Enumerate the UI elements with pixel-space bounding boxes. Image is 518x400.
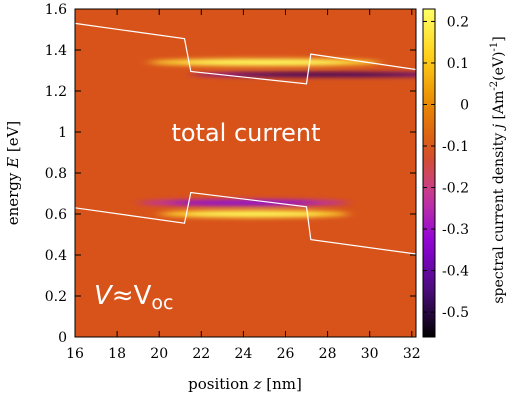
colorbar-title-var: j <box>491 123 507 131</box>
colorbar <box>422 8 436 338</box>
y-tick-label: 0 <box>58 330 67 346</box>
y-tick-label: 0.8 <box>45 166 67 182</box>
colorbar-title-unit: [Am <box>491 91 507 124</box>
colorbar-title-prefix: spectral current density <box>491 128 507 303</box>
voltage-subscript: oc <box>151 292 173 314</box>
x-axis-title-prefix: position <box>188 375 253 393</box>
y-tick-label: 1.2 <box>45 84 67 100</box>
voltage-label: V≈Voc <box>94 281 173 314</box>
colorbar-title: spectral current density j [Am-2(eV)-1] <box>489 36 507 303</box>
x-tick-label: 26 <box>277 346 295 362</box>
y-axis-title-prefix: energy <box>4 168 22 225</box>
x-tick-label: 32 <box>403 346 421 362</box>
current-feature-core-valence-positive <box>187 211 321 217</box>
colorbar-tick-label: -0.5 <box>442 305 469 321</box>
y-axis-title: energy E [eV] <box>4 121 22 226</box>
valence-band-edge <box>75 191 416 255</box>
y-tick-label: 0.4 <box>45 248 67 264</box>
x-tick-label: 28 <box>319 346 337 362</box>
x-tick-label: 20 <box>150 346 168 362</box>
y-tick-label: 1.6 <box>45 2 67 18</box>
colorbar-title-sup1: -2 <box>489 81 500 91</box>
current-feature-core-valence-negative <box>169 200 318 205</box>
x-tick-label: 22 <box>192 346 210 362</box>
band-edges <box>75 22 416 255</box>
y-tick-label: 1 <box>58 125 67 141</box>
y-axis: 0 0.2 0.4 0.6 0.8 1 1.2 1.4 1.6 <box>45 2 416 346</box>
current-feature-core-conduction-positive <box>183 60 346 65</box>
colorbar-tick-label: 0.2 <box>447 14 469 30</box>
colorbar-tick-label: -0.1 <box>442 139 469 155</box>
colorbar-axis: 0.2 0.1 0 -0.1 -0.2 -0.3 -0.4 -0.5 <box>423 14 469 321</box>
y-axis-title-suffix: [eV] <box>4 121 22 157</box>
y-tick-label: 0.2 <box>45 289 67 305</box>
colorbar-title-end: ] <box>491 36 507 41</box>
x-axis-title-var: z <box>253 375 262 393</box>
x-axis-title: position z [nm] <box>188 375 302 393</box>
x-tick-label: 24 <box>234 346 252 362</box>
voltage-symbol: V <box>94 281 114 311</box>
x-axis: 16 18 20 22 24 26 28 30 32 <box>66 9 421 362</box>
x-tick-label: 18 <box>108 346 126 362</box>
x-tick-label: 16 <box>66 346 84 362</box>
y-axis-title-var: E <box>4 157 22 169</box>
x-axis-title-suffix: [nm] <box>261 375 301 393</box>
current-feature-core-conduction-negative <box>231 73 416 77</box>
total-current-label: total current <box>171 119 320 147</box>
y-tick-label: 0.6 <box>45 207 67 223</box>
colorbar-title-mid: (eV) <box>491 52 507 81</box>
colorbar-tick-label: 0 <box>460 97 469 113</box>
conduction-band-edge <box>75 22 416 85</box>
x-tick-label: 30 <box>361 346 379 362</box>
colorbar-tick-label: -0.2 <box>442 181 469 197</box>
y-tick-label: 1.4 <box>45 43 67 59</box>
colorbar-tick-label: 0.1 <box>447 56 469 72</box>
colorbar-tick-label: -0.4 <box>442 264 469 280</box>
colorbar-title-sup2: -1 <box>489 42 500 52</box>
voltage-approx: ≈V <box>112 281 152 311</box>
colorbar-tick-label: -0.3 <box>442 222 469 238</box>
